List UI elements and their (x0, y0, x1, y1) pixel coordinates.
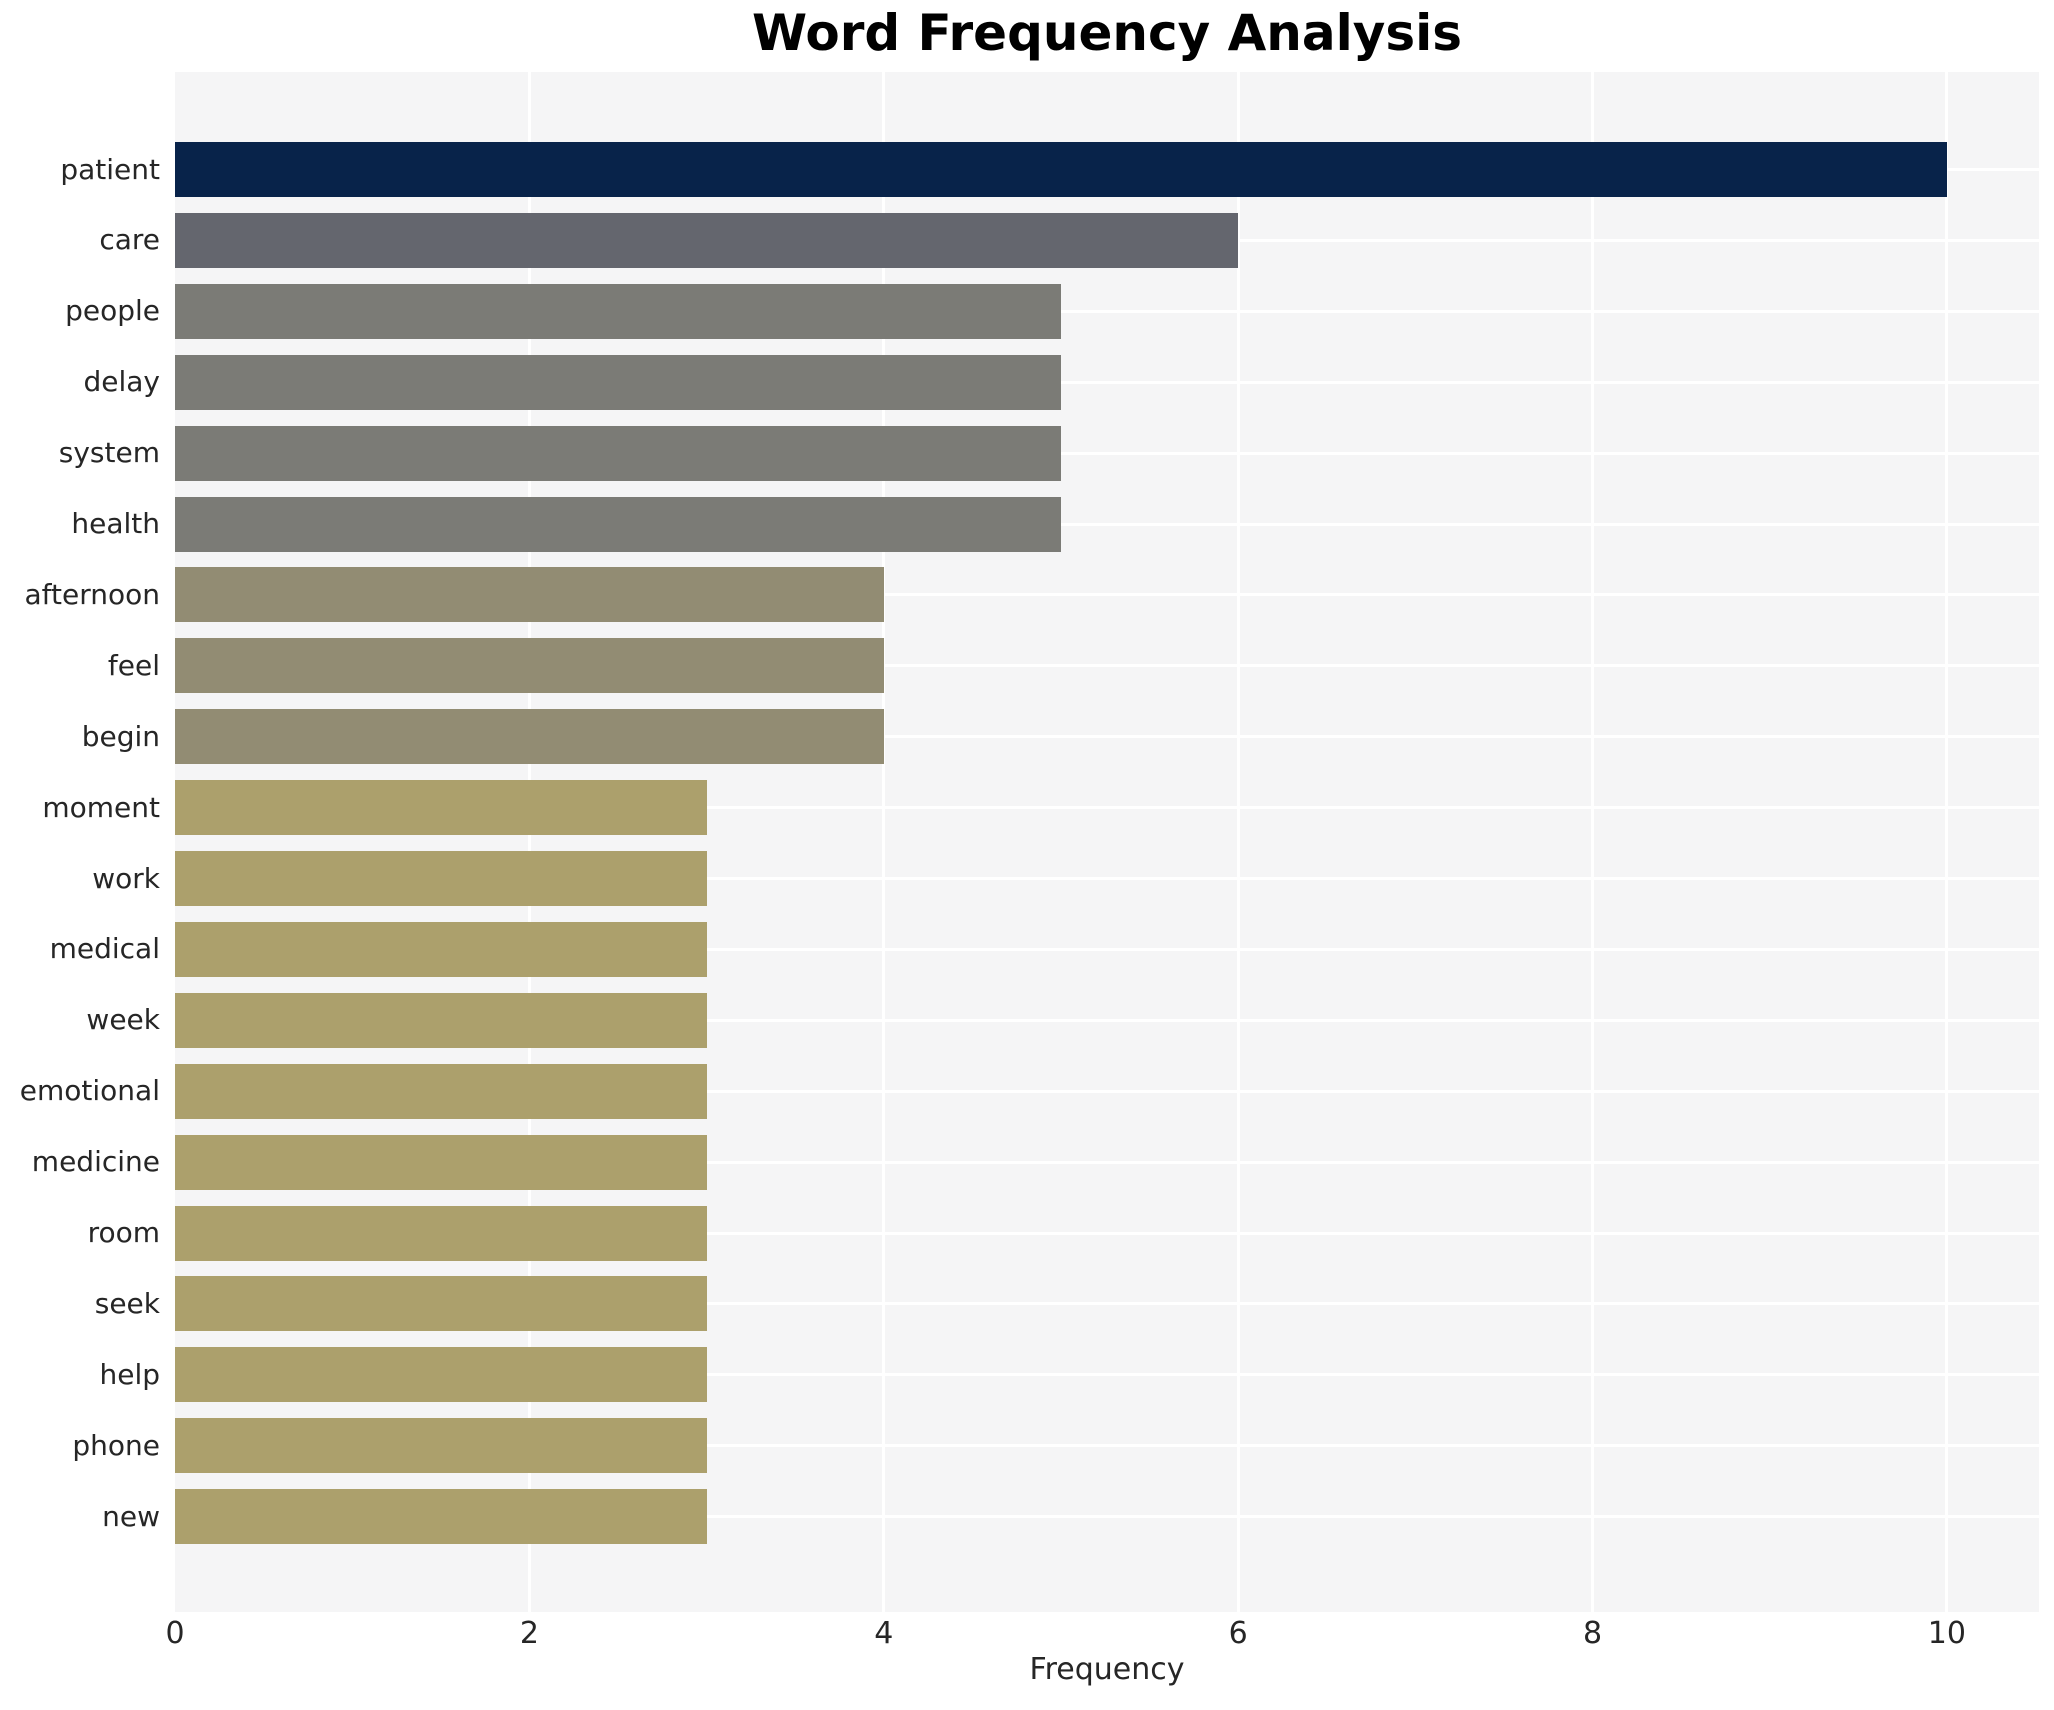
y-gridline (175, 1089, 2039, 1093)
y-gridline (175, 1018, 2039, 1022)
bar-medical (175, 921, 707, 977)
bar-room (175, 1205, 707, 1261)
bar-health (175, 496, 1061, 552)
bar-new (175, 1489, 707, 1545)
x-tick-label-2: 2 (519, 1616, 539, 1651)
x-tick-label-6: 6 (1228, 1616, 1248, 1651)
bar-patient (175, 142, 1947, 197)
bar-seek (175, 1276, 707, 1332)
bar-phone (175, 1418, 707, 1474)
y-tick-label-week: week (86, 1003, 160, 1037)
bar-emotional (175, 1063, 707, 1119)
y-tick-label-work: work (92, 861, 160, 895)
bar-help (175, 1347, 707, 1403)
y-tick-label-afternoon: afternoon (24, 577, 160, 611)
y-gridline (175, 309, 2039, 313)
y-tick-label-care: care (99, 223, 160, 257)
x-tick-label-0: 0 (165, 1616, 185, 1651)
bar-work (175, 851, 707, 906)
bar-week (175, 992, 707, 1048)
x-gridline (1590, 72, 1594, 1612)
x-gridline (527, 72, 531, 1612)
y-tick-label-delay: delay (83, 365, 160, 399)
bar-moment (175, 780, 707, 836)
y-gridline (175, 1302, 2039, 1306)
x-gridline (1236, 72, 1240, 1612)
x-gridline (1945, 72, 1949, 1612)
y-gridline (175, 1373, 2039, 1377)
y-gridline (175, 1515, 2039, 1519)
y-gridline (175, 1231, 2039, 1235)
y-gridline (175, 522, 2039, 526)
y-tick-label-room: room (87, 1216, 160, 1249)
y-gridline (175, 664, 2039, 668)
bar-medicine (175, 1134, 707, 1190)
bar-begin (175, 709, 884, 765)
y-tick-label-emotional: emotional (19, 1074, 160, 1108)
y-gridline (175, 380, 2039, 384)
y-tick-label-health: health (71, 507, 160, 540)
x-tick-label-4: 4 (874, 1616, 894, 1651)
y-tick-label-patient: patient (60, 152, 160, 186)
y-tick-label-people: people (65, 294, 160, 328)
y-gridline (175, 1160, 2039, 1164)
y-tick-label-feel: feel (107, 648, 160, 682)
y-tick-label-seek: seek (94, 1286, 160, 1320)
bar-people (175, 283, 1061, 339)
bar-afternoon (175, 567, 884, 623)
y-gridline (175, 947, 2039, 951)
y-tick-label-moment: moment (42, 790, 160, 824)
bar-care (175, 212, 1239, 268)
y-tick-label-system: system (58, 436, 160, 470)
y-gridline (175, 1444, 2039, 1448)
y-gridline (175, 806, 2039, 810)
y-gridline (175, 735, 2039, 739)
x-axis-title: Frequency (1029, 1652, 1185, 1687)
bar-system (175, 425, 1061, 481)
bar-feel (175, 638, 884, 694)
x-tick-label-8: 8 (1582, 1616, 1603, 1651)
x-tick-label-10: 10 (1927, 1616, 1966, 1651)
y-tick-label-medicine: medicine (31, 1145, 160, 1179)
y-tick-label-phone: phone (72, 1428, 160, 1462)
plot-area (175, 72, 2039, 1612)
x-gridline (882, 72, 886, 1612)
chart-title: Word Frequency Analysis (751, 4, 1463, 62)
y-tick-label-medical: medical (49, 932, 160, 966)
bar-delay (175, 354, 1061, 410)
y-gridline (175, 593, 2039, 597)
y-tick-label-help: help (99, 1357, 160, 1391)
y-gridline (175, 451, 2039, 455)
y-gridline (175, 877, 2039, 880)
y-tick-label-begin: begin (81, 719, 160, 753)
y-tick-label-new: new (102, 1499, 160, 1533)
